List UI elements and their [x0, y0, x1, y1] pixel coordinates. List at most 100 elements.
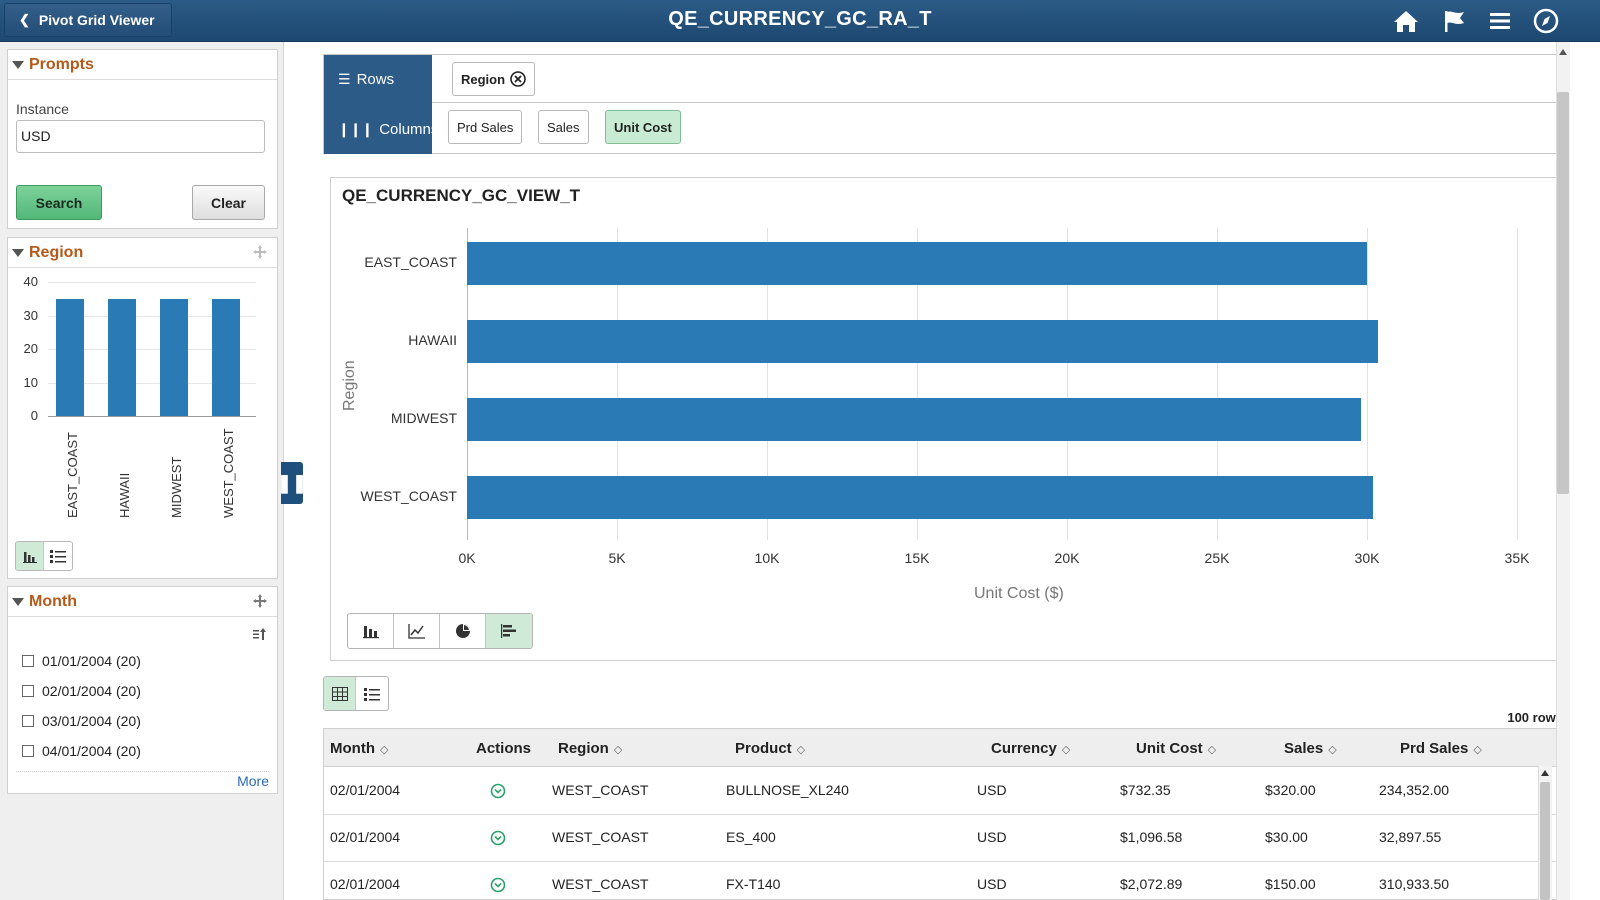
- checkbox[interactable]: [22, 655, 34, 667]
- table-cell: $732.35: [1120, 782, 1171, 798]
- region-facet-header[interactable]: Region: [8, 238, 277, 268]
- remove-circle-icon[interactable]: [510, 71, 526, 87]
- chevron-left-icon: ❮: [19, 12, 30, 27]
- list-view-button[interactable]: [44, 542, 72, 570]
- column-header-sales[interactable]: Sales ◇: [1284, 740, 1337, 757]
- checkbox[interactable]: [22, 745, 34, 757]
- instance-input[interactable]: USD: [16, 120, 265, 153]
- column-header-currency[interactable]: Currency ◇: [991, 740, 1070, 757]
- mini-gridline: [48, 382, 256, 384]
- sort-icon: ◇: [613, 744, 623, 756]
- table-cell: $150.00: [1265, 876, 1316, 892]
- month-filter-item[interactable]: 04/01/2004 (20): [22, 743, 141, 759]
- pause-bars-icon: ❚❚: [276, 472, 308, 493]
- column-header-prd-sales[interactable]: Prd Sales ◇: [1400, 740, 1482, 757]
- pie-chart-button[interactable]: [440, 614, 486, 648]
- clear-button[interactable]: Clear: [192, 185, 265, 220]
- column-header-actions: Actions: [476, 740, 532, 757]
- mini-bar[interactable]: [211, 298, 241, 416]
- flag-icon[interactable]: [1440, 8, 1468, 34]
- table-cell: WEST_COAST: [552, 829, 649, 845]
- move-icon[interactable]: [253, 594, 267, 608]
- region-view-toggle: [15, 541, 73, 571]
- navbar-compass-icon[interactable]: [1532, 8, 1560, 34]
- y-axis-title: Region: [341, 360, 358, 411]
- horizontal-bar-chart-button[interactable]: [486, 614, 532, 648]
- bar[interactable]: [467, 242, 1367, 285]
- mini-bar[interactable]: [55, 298, 85, 416]
- columns-icon: ❙❙❙: [338, 120, 374, 137]
- x-tick-label: 30K: [1354, 550, 1380, 566]
- table-cell: $1,096.58: [1120, 829, 1183, 845]
- month-filter-item[interactable]: 01/01/2004 (20): [22, 653, 141, 669]
- x-tick-label: 5K: [608, 550, 626, 566]
- back-button[interactable]: ❮ Pivot Grid Viewer: [4, 3, 172, 37]
- mini-category-label: WEST_COAST: [221, 428, 237, 518]
- mini-bar[interactable]: [159, 298, 189, 416]
- horizontal-bar-chart-icon: [501, 624, 516, 638]
- bar[interactable]: [467, 398, 1361, 441]
- home-icon[interactable]: [1392, 8, 1420, 34]
- mini-bar[interactable]: [107, 298, 137, 416]
- sort-icon: ◇: [1061, 744, 1071, 756]
- grid-scrollbar-thumb[interactable]: [1540, 782, 1550, 900]
- bar[interactable]: [467, 320, 1378, 363]
- row-count: 100 rows: [1507, 710, 1563, 725]
- column-chart-button[interactable]: [348, 614, 394, 648]
- checkbox[interactable]: [22, 715, 34, 727]
- scroll-up-arrow-icon[interactable]: [1558, 48, 1568, 56]
- sidebar-collapse-handle[interactable]: ❚❚: [277, 462, 307, 504]
- more-link[interactable]: More: [237, 773, 269, 789]
- table-row: 02/01/2004 WEST_COAST FX-T140 USD $2,072.89 $…: [324, 861, 1558, 899]
- list-view-button[interactable]: [356, 677, 388, 710]
- column-header-unit-cost[interactable]: Unit Cost ◇: [1136, 740, 1216, 757]
- rows-label: ☰ Rows: [324, 55, 432, 104]
- column-field-sales[interactable]: Sales: [538, 110, 589, 144]
- column-field-prd-sales[interactable]: Prd Sales: [448, 110, 523, 144]
- y-category-label: HAWAII: [408, 332, 457, 349]
- column-field-unit-cost[interactable]: Unit Cost: [605, 110, 681, 144]
- column-header-region[interactable]: Region ◇: [558, 740, 622, 757]
- bar[interactable]: [467, 476, 1373, 519]
- x-gridline: [1367, 228, 1368, 540]
- chart-title: QE_CURRENCY_GC_VIEW_T: [342, 186, 581, 205]
- table-cell: BULLNOSE_XL240: [726, 782, 849, 798]
- pie-chart-icon: [455, 624, 470, 638]
- columns-label-text: Columns: [379, 120, 439, 138]
- month-filter-item[interactable]: 03/01/2004 (20): [22, 713, 141, 729]
- sort-icon: ◇: [1473, 744, 1482, 756]
- grid-view-button[interactable]: [324, 677, 356, 710]
- x-tick-label: 10K: [754, 550, 780, 566]
- month-facet-header[interactable]: Month: [8, 587, 277, 617]
- line-chart-icon: [407, 624, 425, 639]
- checkbox[interactable]: [22, 685, 34, 697]
- table-cell: WEST_COAST: [552, 782, 649, 798]
- page-scrollbar-thumb[interactable]: [1557, 92, 1569, 494]
- x-tick-label: 15K: [904, 550, 930, 566]
- row-field-region[interactable]: Region: [452, 62, 536, 96]
- x-tick-label: 0K: [458, 550, 476, 566]
- table-cell: $320.00: [1265, 782, 1316, 798]
- prompts-header[interactable]: Prompts: [8, 50, 277, 80]
- menu-icon[interactable]: [1486, 8, 1514, 34]
- field-label: Region: [461, 71, 506, 87]
- row-actions-icon[interactable]: [490, 877, 506, 893]
- column-header-month[interactable]: Month ◇: [330, 740, 388, 757]
- y-category-label: EAST_COAST: [364, 254, 457, 271]
- bar-chart-view-button[interactable]: [16, 542, 44, 570]
- table-row: 02/01/2004 WEST_COAST ES_400 USD $1,096.58 $3…: [324, 814, 1558, 862]
- sort-icon[interactable]: [253, 627, 267, 641]
- line-chart-button[interactable]: [394, 614, 440, 648]
- row-actions-icon[interactable]: [490, 830, 506, 846]
- x-gridline: [1067, 228, 1068, 540]
- mini-y-tick-label: 0: [30, 408, 38, 423]
- row-actions-icon[interactable]: [490, 783, 506, 799]
- move-icon[interactable]: [253, 245, 267, 259]
- column-header-product[interactable]: Product ◇: [735, 740, 805, 757]
- search-button[interactable]: Search: [16, 185, 102, 220]
- columns-label: ❙❙❙ Columns: [324, 104, 438, 154]
- scroll-up-arrow-icon[interactable]: [1539, 768, 1551, 778]
- x-axis-title: Unit Cost ($): [974, 585, 1064, 602]
- app-header: ❮ Pivot Grid Viewer QE_CURRENCY_GC_RA_T: [0, 0, 1600, 42]
- month-filter-item[interactable]: 02/01/2004 (20): [22, 683, 141, 699]
